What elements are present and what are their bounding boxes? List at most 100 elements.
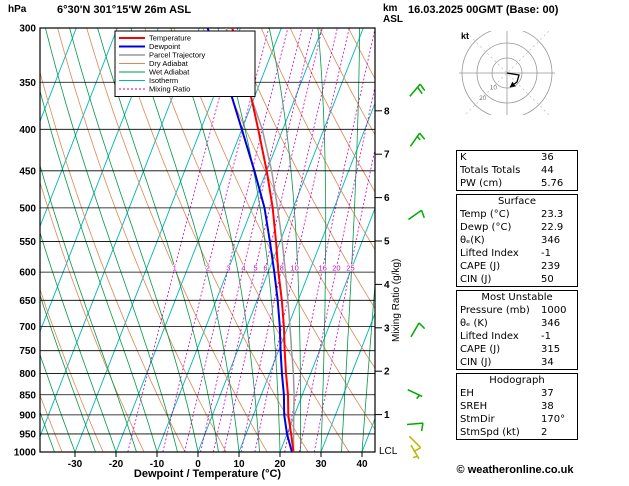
stats-row: CIN (J) 50 <box>460 274 554 285</box>
svg-text:Wet Adiabat: Wet Adiabat <box>149 68 190 77</box>
svg-text:Parcel Trajectory: Parcel Trajectory <box>149 51 206 60</box>
svg-text:10: 10 <box>233 459 245 470</box>
svg-text:3: 3 <box>226 263 230 272</box>
wind-barb <box>408 209 425 221</box>
km-axis-unit: km ASL <box>383 3 403 25</box>
svg-text:16: 16 <box>319 263 327 272</box>
svg-text:10: 10 <box>490 85 498 92</box>
parcel-trajectory-curve <box>225 28 295 452</box>
stats-section-header: Hodograph <box>489 375 545 386</box>
stats-row: CAPE (J) 315 <box>460 344 561 355</box>
svg-text:950: 950 <box>19 429 36 440</box>
svg-text:900: 900 <box>19 410 36 421</box>
stats-section-header: Most Unstable <box>481 292 553 303</box>
credit: © weatheronline.co.uk <box>456 464 574 476</box>
run-datetime: 16.03.2025 00GMT (Base: 00) <box>408 4 559 16</box>
stats-row: CIN (J) 34 <box>460 357 554 368</box>
wind-barb <box>408 435 422 453</box>
station-title: 6°30'N 301°15'W 26m ASL <box>57 4 192 16</box>
svg-text:1: 1 <box>384 410 390 421</box>
pressure-axis-unit: hPa <box>8 4 27 15</box>
svg-text:20: 20 <box>274 459 286 470</box>
svg-text:Mixing Ratio: Mixing Ratio <box>149 85 190 94</box>
svg-text:1: 1 <box>173 263 177 272</box>
stats-row: StmSpd (kt) 2 <box>460 427 548 438</box>
svg-text:40: 40 <box>356 459 368 470</box>
mixing-ratio-axis-label: Mixing Ratio (g/kg) <box>391 258 402 342</box>
svg-text:300: 300 <box>19 24 36 35</box>
stats-panel: K 36 Totals Totals 44 PW (cm) 5.76 Surface Temp… <box>456 150 578 443</box>
svg-text:-30: -30 <box>68 459 83 470</box>
stats-section: K 36 Totals Totals 44 PW (cm) 5.76 <box>456 150 578 191</box>
dewpoint-curve <box>206 28 293 452</box>
svg-text:6: 6 <box>384 193 390 204</box>
svg-text:7: 7 <box>384 150 390 161</box>
svg-text:1000: 1000 <box>14 448 37 459</box>
svg-text:20: 20 <box>479 95 487 102</box>
stats-row: Lifted Index -1 <box>460 248 551 259</box>
wind-barb <box>409 83 426 97</box>
stats-section-header: Surface <box>497 196 537 207</box>
svg-text:500: 500 <box>19 203 36 214</box>
wind-barbs <box>406 83 426 460</box>
svg-text:8: 8 <box>384 106 390 117</box>
stats-row: StmDir 170° <box>460 414 566 425</box>
svg-text:4: 4 <box>384 280 390 291</box>
axes: 3003504004505005506006507007508008509009… <box>14 24 390 471</box>
stats-row: θₑ (K) 346 <box>460 318 561 329</box>
stats-section: Hodograph EH 37 SREH 38 StmDir 170° StmSpd (kt)… <box>456 373 578 440</box>
stats-row: PW (cm) 5.76 <box>460 178 564 189</box>
svg-text:25: 25 <box>346 263 354 272</box>
stats-row: K 36 <box>460 152 554 163</box>
stats-row: Temp (°C) 23.3 <box>460 209 564 220</box>
svg-text:350: 350 <box>19 78 36 89</box>
svg-text:8: 8 <box>280 263 284 272</box>
svg-text:0: 0 <box>195 459 201 470</box>
wind-barb <box>410 322 426 338</box>
skewt-gridlines <box>40 28 375 452</box>
svg-text:-20: -20 <box>109 459 124 470</box>
stats-row: Pressure (mb) 1000 <box>460 305 567 316</box>
svg-text:10: 10 <box>290 263 298 272</box>
svg-text:5: 5 <box>384 237 390 248</box>
svg-text:750: 750 <box>19 346 36 357</box>
svg-text:Dry Adiabat: Dry Adiabat <box>149 59 189 68</box>
x-axis-title: Dewpoint / Temperature (°C) <box>133 468 282 480</box>
stats-row: Lifted Index -1 <box>460 331 551 342</box>
lcl-label: LCL <box>379 446 398 457</box>
svg-text:4: 4 <box>241 263 245 272</box>
svg-text:400: 400 <box>19 125 36 136</box>
svg-text:550: 550 <box>19 237 36 248</box>
stats-row: SREH 38 <box>460 401 554 412</box>
svg-text:20: 20 <box>332 263 340 272</box>
mixing-ratio-labels: 1 2 3 4 5 6 8 10 16 20 25 <box>172 262 356 273</box>
svg-text:6: 6 <box>263 263 267 272</box>
stats-row: Dewp (°C) 22.9 <box>460 222 564 233</box>
wind-barb <box>406 422 424 432</box>
svg-text:3: 3 <box>384 323 390 334</box>
svg-text:600: 600 <box>19 268 36 279</box>
stats-row: θₑ(K) 346 <box>460 235 561 246</box>
stats-row: CAPE (J) 239 <box>460 261 561 272</box>
svg-text:850: 850 <box>19 390 36 401</box>
svg-text:700: 700 <box>19 322 36 333</box>
svg-text:2: 2 <box>206 263 210 272</box>
svg-text:5: 5 <box>253 263 257 272</box>
svg-text:450: 450 <box>19 166 36 177</box>
hodograph-unit-label: kt <box>461 31 470 41</box>
stats-row: EH 37 <box>460 388 554 399</box>
wind-barb <box>410 444 420 460</box>
stats-section: Surface Temp (°C) 23.3 Dewp (°C) 22.9 θₑ(K) 34… <box>456 194 578 287</box>
svg-text:30: 30 <box>315 459 327 470</box>
wind-barb <box>407 389 423 400</box>
svg-text:800: 800 <box>19 369 36 380</box>
temperature-curve <box>231 28 295 452</box>
svg-text:650: 650 <box>19 296 36 307</box>
stats-section: Most Unstable Pressure (mb) 1000 θₑ (K) 346 L… <box>456 290 578 370</box>
sounding-curves <box>206 28 295 452</box>
svg-text:-10: -10 <box>150 459 165 470</box>
svg-text:Isotherm: Isotherm <box>149 76 178 85</box>
